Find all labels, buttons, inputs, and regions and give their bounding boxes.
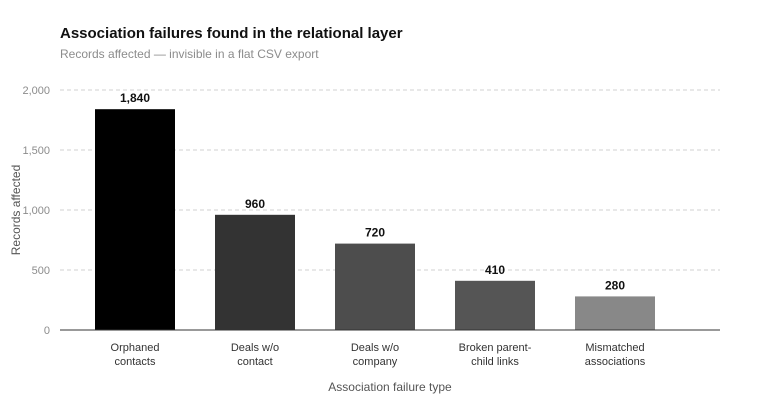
x-category-label-line: Orphaned — [111, 342, 160, 354]
bar — [335, 243, 415, 330]
bar-value-label: 410 — [485, 263, 505, 277]
x-category-label: Deals w/o company — [351, 342, 399, 368]
bar — [95, 109, 175, 330]
bar-value-label: 280 — [605, 278, 625, 292]
bar — [575, 296, 655, 330]
y-tick-label: 2,000 — [22, 85, 50, 97]
bar — [455, 280, 535, 330]
y-tick-labels: 0 500 1,000 1,500 2,000 — [22, 85, 50, 337]
y-tick-label: 500 — [32, 265, 50, 277]
data-labels: 1,840 960 720 410 280 — [120, 91, 625, 292]
chart-subtitle: Records affected — invisible in a flat C… — [60, 47, 319, 61]
x-category-label-line: Broken parent- — [459, 342, 532, 354]
bar-value-label: 1,840 — [120, 91, 150, 105]
x-axis-title: Association failure type — [328, 380, 452, 394]
bar — [215, 214, 295, 330]
x-category-label-line: associations — [585, 356, 646, 368]
y-tick-label: 1,500 — [22, 145, 50, 157]
x-category-label-line: contacts — [115, 356, 156, 368]
x-category-label-line: Mismatched — [585, 342, 644, 354]
y-axis-title: Records affected — [9, 165, 23, 256]
x-category-label: Orphaned contacts — [111, 342, 160, 368]
x-category-label: Mismatched associations — [585, 342, 646, 368]
x-category-label-line: Deals w/o — [231, 342, 279, 354]
x-category-label: Broken parent-child links — [459, 342, 532, 368]
x-category-label-line: child links — [471, 356, 519, 368]
bar-value-label: 720 — [365, 226, 385, 240]
x-category-label-line: company — [353, 356, 398, 368]
y-tick-label: 1,000 — [22, 205, 50, 217]
chart-title: Association failures found in the relati… — [60, 25, 403, 42]
bar-value-label: 960 — [245, 197, 265, 211]
bars — [95, 109, 655, 330]
x-category-label: Deals w/o contact — [231, 342, 279, 368]
x-category-label-line: Deals w/o — [351, 342, 399, 354]
x-category-label-line: contact — [237, 356, 272, 368]
y-tick-label: 0 — [44, 325, 50, 337]
